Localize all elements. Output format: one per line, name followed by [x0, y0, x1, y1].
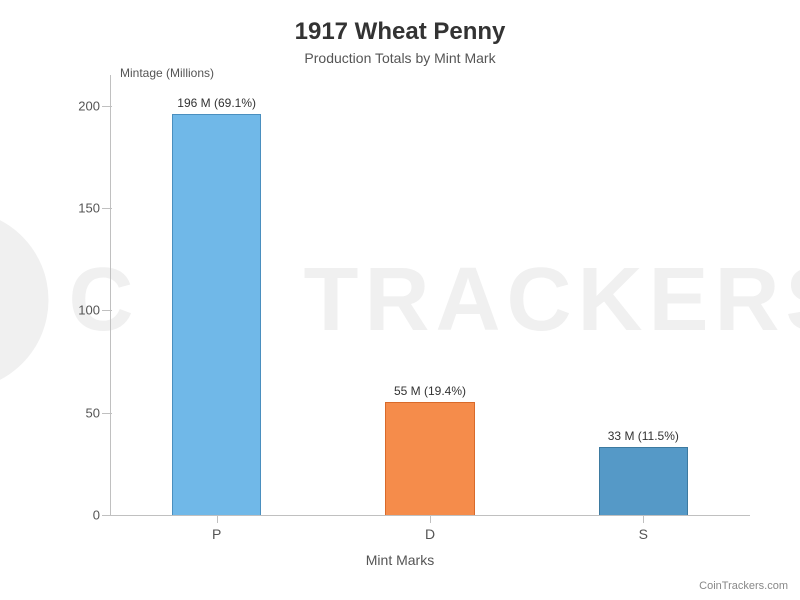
y-tick-label: 0 [93, 508, 100, 523]
y-tick-label: 150 [78, 201, 100, 216]
bar-p [172, 114, 262, 515]
bar-s [599, 447, 689, 515]
chart-title: 1917 Wheat Penny [0, 0, 800, 46]
bar-d [385, 402, 475, 515]
x-tick-label: S [639, 526, 648, 542]
x-axis-title: Mint Marks [366, 552, 434, 568]
x-tick [430, 515, 431, 523]
attribution: CoinTrackers.com [699, 580, 788, 592]
y-tick-label: 50 [86, 405, 100, 420]
chart-container: 1917 Wheat Penny Production Totals by Mi… [0, 0, 800, 600]
y-tick-label: 200 [78, 98, 100, 113]
plot-area [110, 75, 750, 515]
x-tick-label: D [425, 526, 435, 542]
bar-label: 33 M (11.5%) [608, 429, 679, 443]
x-tick [217, 515, 218, 523]
chart-subtitle: Production Totals by Mint Mark [0, 50, 800, 66]
x-tick [643, 515, 644, 523]
x-tick-label: P [212, 526, 221, 542]
bar-label: 196 M (69.1%) [177, 96, 256, 110]
y-tick [102, 515, 112, 516]
y-tick-label: 100 [78, 303, 100, 318]
bar-label: 55 M (19.4%) [394, 384, 466, 398]
